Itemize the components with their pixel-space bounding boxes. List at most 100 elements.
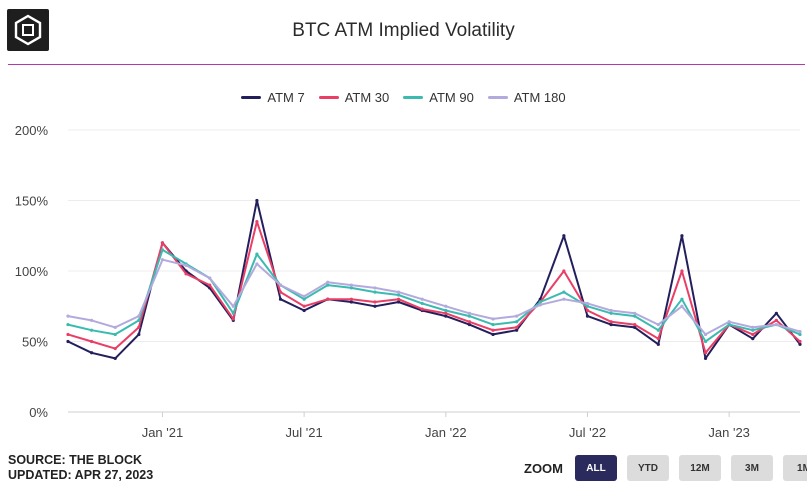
x-tick-label: Jan '21	[142, 425, 184, 440]
data-point-atm30	[609, 320, 613, 324]
data-point-atm30	[633, 322, 637, 327]
data-point-atm180	[538, 303, 542, 307]
data-point-atm180	[609, 308, 613, 313]
data-point-atm30	[90, 339, 94, 344]
data-point-atm7	[774, 311, 778, 315]
data-point-atm90	[703, 339, 708, 344]
data-point-atm180	[444, 304, 448, 308]
data-point-atm180	[113, 325, 117, 329]
data-point-atm7	[467, 322, 472, 327]
data-point-atm90	[255, 252, 259, 256]
data-point-atm30	[396, 297, 401, 301]
legend-item-atm90[interactable]: ATM 90	[403, 90, 474, 105]
data-point-atm7	[562, 234, 566, 238]
data-point-atm30	[231, 317, 235, 321]
data-point-atm180	[585, 301, 590, 306]
y-tick-label: 50%	[22, 335, 48, 350]
legend-label-atm30: ATM 30	[344, 90, 390, 105]
data-point-atm90	[113, 332, 117, 337]
data-point-atm180	[562, 297, 566, 301]
title-divider	[8, 64, 805, 65]
source-text: SOURCE: THE BLOCK	[8, 453, 143, 467]
data-point-atm30	[255, 220, 259, 224]
legend-label-atm90: ATM 90	[429, 90, 474, 105]
data-point-atm7	[349, 300, 353, 304]
data-point-atm30	[515, 325, 519, 329]
data-point-atm30	[278, 290, 283, 294]
data-point-atm90	[444, 308, 448, 313]
data-point-atm7	[302, 308, 306, 313]
data-point-atm7	[680, 234, 684, 238]
data-point-atm30	[349, 297, 353, 301]
data-point-atm180	[515, 314, 519, 318]
data-point-atm7	[609, 322, 613, 327]
data-point-atm30	[137, 325, 141, 329]
data-point-atm180	[751, 325, 755, 329]
x-tick-label: Jul '21	[286, 425, 323, 440]
zoom-label: ZOOM	[524, 460, 563, 476]
data-point-atm7	[137, 332, 141, 337]
data-point-atm180	[137, 314, 141, 318]
data-point-atm30	[798, 339, 802, 344]
data-point-atm90	[751, 328, 755, 332]
data-point-atm7	[633, 325, 637, 329]
data-point-atm90	[609, 311, 613, 315]
data-point-atm30	[585, 308, 590, 313]
data-point-atm90	[160, 248, 165, 252]
data-point-atm7	[373, 304, 377, 308]
data-point-atm180	[396, 290, 401, 294]
data-point-atm180	[184, 263, 188, 267]
chart-title: BTC ATM Implied Volatility	[292, 20, 515, 41]
data-point-atm7	[66, 339, 70, 344]
legend-swatch-atm90	[403, 96, 424, 99]
data-point-atm30	[703, 351, 708, 355]
chart-legend: ATM 7 ATM 30 ATM 90 ATM 180	[0, 90, 807, 105]
data-point-atm7	[798, 342, 802, 346]
source-note: SOURCE: THE BLOCK UPDATED: APR 27, 2023	[8, 453, 153, 483]
data-point-atm90	[538, 300, 542, 304]
data-point-atm7	[751, 337, 755, 341]
x-tick-label: Jan '22	[425, 425, 467, 440]
zoom-3m-button[interactable]: 3M	[731, 455, 773, 481]
data-point-atm90	[680, 297, 684, 301]
y-tick-label: 0%	[29, 405, 48, 420]
data-point-atm90	[137, 318, 141, 322]
updated-text: UPDATED: APR 27, 2023	[8, 468, 154, 482]
legend-item-atm7[interactable]: ATM 7	[241, 90, 305, 105]
zoom-1m-button[interactable]: 1M	[783, 455, 807, 481]
y-tick-label: 100%	[15, 264, 49, 279]
zoom-controls: ZOOM ALL YTD 12M 3M 1M	[524, 455, 807, 481]
data-point-atm90	[302, 297, 306, 301]
data-point-atm180	[66, 314, 70, 318]
data-point-atm90	[420, 301, 424, 306]
data-point-atm90	[326, 283, 330, 287]
series-line-atm30	[67, 220, 801, 354]
data-point-atm180	[680, 304, 684, 308]
data-point-atm7	[703, 356, 708, 361]
zoom-all-button[interactable]: ALL	[575, 455, 617, 481]
series-line-atm180	[67, 258, 801, 336]
data-point-atm30	[680, 269, 684, 273]
data-point-atm90	[585, 304, 590, 308]
zoom-12m-button[interactable]: 12M	[679, 455, 721, 481]
x-tick-label: Jul '22	[569, 425, 606, 440]
data-point-atm90	[349, 286, 353, 290]
data-point-atm30	[373, 300, 377, 304]
legend-item-atm180[interactable]: ATM 180	[487, 90, 566, 105]
data-point-atm180	[373, 286, 377, 290]
data-point-atm30	[66, 332, 70, 337]
data-point-atm180	[420, 297, 424, 301]
data-point-atm180	[302, 294, 306, 298]
data-point-atm180	[231, 304, 235, 308]
data-point-atm7	[491, 332, 495, 337]
data-point-atm30	[326, 297, 330, 301]
legend-item-atm30[interactable]: ATM 30	[318, 90, 390, 105]
data-point-atm90	[491, 322, 495, 327]
y-tick-label: 200%	[15, 123, 49, 138]
data-point-atm7	[90, 351, 94, 355]
data-point-atm180	[798, 330, 802, 334]
zoom-ytd-button[interactable]: YTD	[627, 455, 669, 481]
data-point-atm180	[278, 283, 283, 287]
data-point-atm180	[703, 332, 708, 337]
